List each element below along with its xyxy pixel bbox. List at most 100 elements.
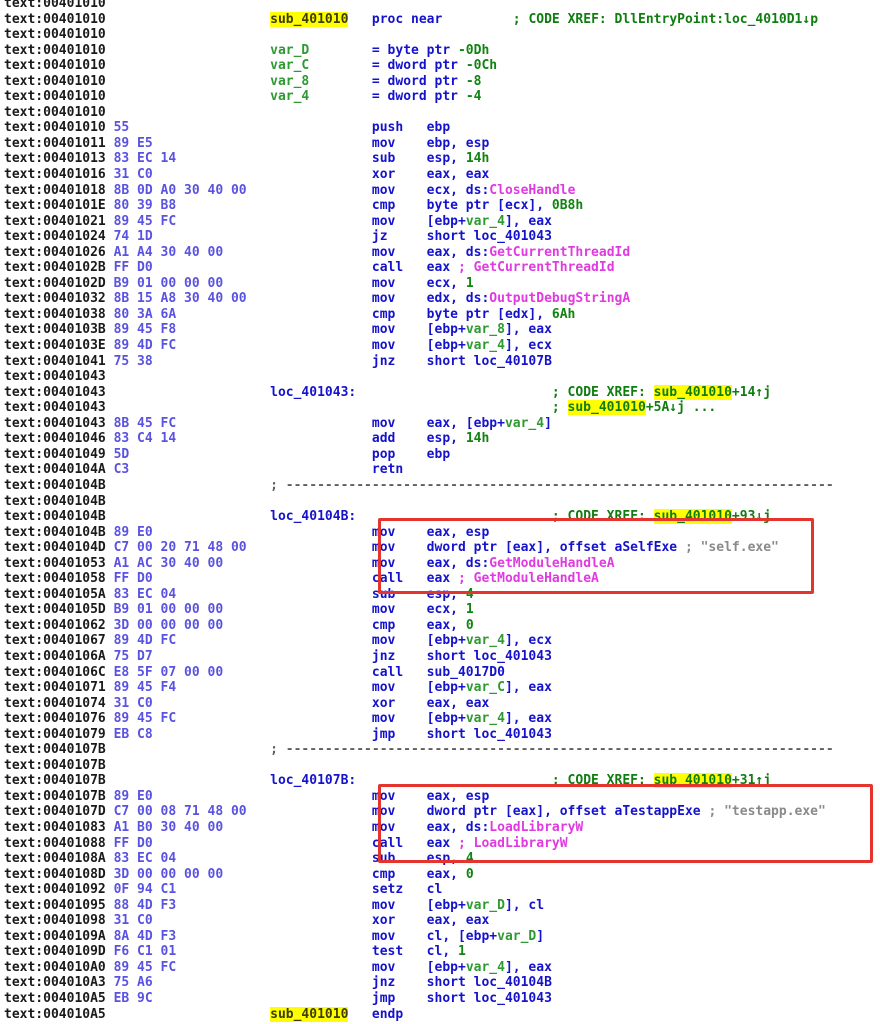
disasm-line[interactable]: text:0040102B FF D0 call eax ; GetCurren… — [4, 260, 834, 276]
disasm-line[interactable]: text:0040104B loc_40104B: ; CODE XREF: s… — [4, 509, 834, 525]
pad — [395, 649, 426, 664]
disasm-line[interactable]: text:00401092 0F 94 C1 setz cl — [4, 882, 834, 898]
disasm-line[interactable]: text:00401053 A1 AC 30 40 00 mov eax, ds… — [4, 556, 834, 572]
disasm-line[interactable]: text:00401018 8B 0D A0 30 40 00 mov ecx,… — [4, 183, 834, 199]
code-token: mov — [371, 897, 396, 913]
disasm-line[interactable]: text:0040108D 3D 00 00 00 00 cmp eax, 0 — [4, 867, 834, 883]
disasm-line[interactable]: text:0040109A 8A 4D F3 mov cl, [ebp+var_… — [4, 929, 834, 945]
disasm-line[interactable]: text:0040103B 89 45 F8 mov [ebp+var_8], … — [4, 322, 834, 338]
pad — [106, 478, 270, 493]
disasm-line[interactable]: text:0040109D F6 C1 01 test cl, 1 — [4, 944, 834, 960]
disasm-line[interactable]: text:0040107B ; ------------------------… — [4, 742, 834, 758]
disasm-line[interactable]: text:004010A5 sub_401010 endp — [4, 1006, 834, 1023]
disasm-line[interactable]: text:00401058 FF D0 call eax ; GetModule… — [4, 571, 834, 587]
disasm-line[interactable]: text:00401010 var_D = byte ptr -0Dh — [4, 43, 834, 59]
disasm-line[interactable]: text:00401011 89 E5 mov ebp, esp — [4, 136, 834, 152]
disasm-line[interactable]: text:0040107D C7 00 08 71 48 00 mov dwor… — [4, 804, 834, 820]
disasm-line[interactable]: text:00401088 FF D0 call eax ; LoadLibra… — [4, 836, 834, 852]
disasm-line[interactable]: text:004010A3 75 A6 jnz short loc_40104B — [4, 975, 834, 991]
disasm-line[interactable]: text:0040105D B9 01 00 00 00 mov ecx, 1 — [4, 602, 834, 618]
code-token: call — [371, 260, 404, 276]
disasm-line[interactable]: text:0040104B 89 E0 mov eax, esp — [4, 525, 834, 541]
disasm-line[interactable]: text:0040107B 89 E0 mov eax, esp — [4, 789, 834, 805]
disasm-line[interactable]: text:00401046 83 C4 14 add esp, 14h — [4, 431, 834, 447]
code-token: var_D — [465, 897, 505, 913]
disasm-line[interactable]: text:00401043 ; sub_401010+5A↓j ... — [4, 400, 834, 416]
pad — [106, 540, 114, 555]
code-token: text:0040104B — [4, 493, 106, 509]
code-token: 89 E0 — [113, 788, 153, 804]
disasm-line[interactable]: text:00401074 31 C0 xor eax, eax — [4, 696, 834, 712]
disasm-line[interactable]: text:00401010 var_C = dword ptr -0Ch — [4, 58, 834, 74]
pad — [153, 975, 372, 990]
disasm-line[interactable]: text:00401010 — [4, 105, 834, 121]
code-token: mov — [371, 275, 396, 291]
pad — [395, 276, 426, 291]
disasm-line[interactable]: text:00401013 83 EC 14 sub esp, 14h — [4, 151, 834, 167]
disasm-line[interactable]: text:00401010 sub_401010 proc near ; COD… — [4, 11, 834, 28]
disasm-line[interactable]: text:00401010 var_8 = dword ptr -8 — [4, 74, 834, 90]
disasm-line[interactable]: text:00401067 89 4D FC mov [ebp+var_4], … — [4, 633, 834, 649]
code-token: [ebp+ — [426, 680, 466, 696]
disasm-line[interactable]: text:00401010 55 push ebp — [4, 120, 834, 136]
disasm-line[interactable]: text:0040106A 75 D7 jnz short loc_401043 — [4, 649, 834, 665]
disasm-line[interactable]: text:00401062 3D 00 00 00 00 cmp eax, 0 — [4, 618, 834, 634]
pad — [176, 680, 372, 695]
code-token: text:00401043 — [4, 400, 106, 416]
pad — [106, 291, 114, 306]
disasm-line[interactable]: text:00401049 5D pop ebp — [4, 447, 834, 463]
disasm-line[interactable]: text:00401079 EB C8 jmp short loc_401043 — [4, 727, 834, 743]
disasm-line[interactable]: text:00401076 89 45 FC mov [ebp+var_4], … — [4, 711, 834, 727]
pad — [176, 416, 372, 431]
disasm-line[interactable]: text:00401016 31 C0 xor eax, eax — [4, 167, 834, 183]
disasm-line[interactable]: text:00401043 loc_401043: ; CODE XREF: s… — [4, 384, 834, 401]
disasm-line[interactable]: text:0040107B — [4, 758, 834, 774]
disasm-line[interactable]: text:0040102D B9 01 00 00 00 mov ecx, 1 — [4, 276, 834, 292]
code-token: var_4 — [465, 711, 505, 727]
code-token: F6 C1 01 — [113, 944, 177, 960]
disasm-line[interactable]: text:004010A5 EB 9C jmp short loc_401043 — [4, 991, 834, 1007]
pad — [395, 354, 426, 369]
disasm-line[interactable]: text:0040104A C3 retn — [4, 462, 834, 478]
pad — [309, 74, 372, 89]
disasm-line[interactable]: text:00401043 — [4, 369, 834, 385]
code-token: text:00401079 — [4, 726, 106, 742]
disasm-line[interactable]: text:00401038 80 3A 6A cmp byte ptr [edx… — [4, 307, 834, 323]
disassembly-listing[interactable]: text:00401010 text:00401010 sub_401010 pr… — [4, 0, 834, 1022]
disasm-line[interactable]: text:0040104B ; ------------------------… — [4, 478, 834, 494]
disasm-line[interactable]: text:0040104D C7 00 20 71 48 00 mov dwor… — [4, 540, 834, 556]
disasm-line[interactable]: text:00401043 8B 45 FC mov eax, [ebp+var… — [4, 416, 834, 432]
code-token: -0Dh — [457, 42, 490, 58]
disasm-line[interactable]: text:00401095 88 4D F3 mov [ebp+var_D], … — [4, 898, 834, 914]
disasm-line[interactable]: text:00401032 8B 15 A8 30 40 00 mov edx,… — [4, 291, 834, 307]
code-token: ebp, esp — [426, 135, 490, 151]
disasm-line[interactable]: text:00401098 31 C0 xor eax, eax — [4, 913, 834, 929]
disasm-line[interactable]: text:00401010 — [4, 0, 834, 12]
disasm-line[interactable]: text:00401021 89 45 FC mov [ebp+var_4], … — [4, 214, 834, 230]
separator-line: ; --------------------------------------… — [270, 477, 834, 493]
disasm-line[interactable]: text:004010A0 89 45 FC mov [ebp+var_4], … — [4, 960, 834, 976]
pad — [395, 322, 426, 337]
disasm-line[interactable]: text:0040104B — [4, 494, 834, 510]
disasm-line[interactable]: text:0040108A 83 EC 04 sub esp, 4 — [4, 851, 834, 867]
pad — [309, 89, 372, 104]
disasm-line[interactable]: text:00401010 var_4 = dword ptr -4 — [4, 89, 834, 105]
code-token: var_4 — [465, 213, 505, 229]
disasm-line[interactable]: text:0040107B loc_40107B: ; CODE XREF: s… — [4, 773, 834, 789]
disasm-line[interactable]: text:0040105A 83 EC 04 sub esp, 4 — [4, 587, 834, 603]
disasm-line[interactable]: text:00401010 — [4, 27, 834, 43]
pad — [395, 338, 426, 353]
code-token: 5D — [113, 446, 130, 462]
disasm-line[interactable]: text:00401026 A1 A4 30 40 00 mov eax, ds… — [4, 245, 834, 261]
disasm-line[interactable]: text:0040106C E8 5F 07 00 00 call sub_40… — [4, 665, 834, 681]
disasm-line[interactable]: text:00401071 89 45 F4 mov [ebp+var_C], … — [4, 680, 834, 696]
code-token: 74 1D — [113, 229, 153, 245]
code-token: text:0040109D — [4, 944, 106, 960]
disasm-line[interactable]: text:00401024 74 1D jz short loc_401043 — [4, 229, 834, 245]
disasm-line[interactable]: text:0040101E 80 39 B8 cmp byte ptr [ecx… — [4, 198, 834, 214]
disasm-line[interactable]: text:0040103E 89 4D FC mov [ebp+var_4], … — [4, 338, 834, 354]
pad — [395, 245, 426, 260]
disasm-line[interactable]: text:00401041 75 38 jnz short loc_40107B — [4, 354, 834, 370]
code-token: text:0040104B — [4, 509, 106, 525]
disasm-line[interactable]: text:00401083 A1 B0 30 40 00 mov eax, ds… — [4, 820, 834, 836]
